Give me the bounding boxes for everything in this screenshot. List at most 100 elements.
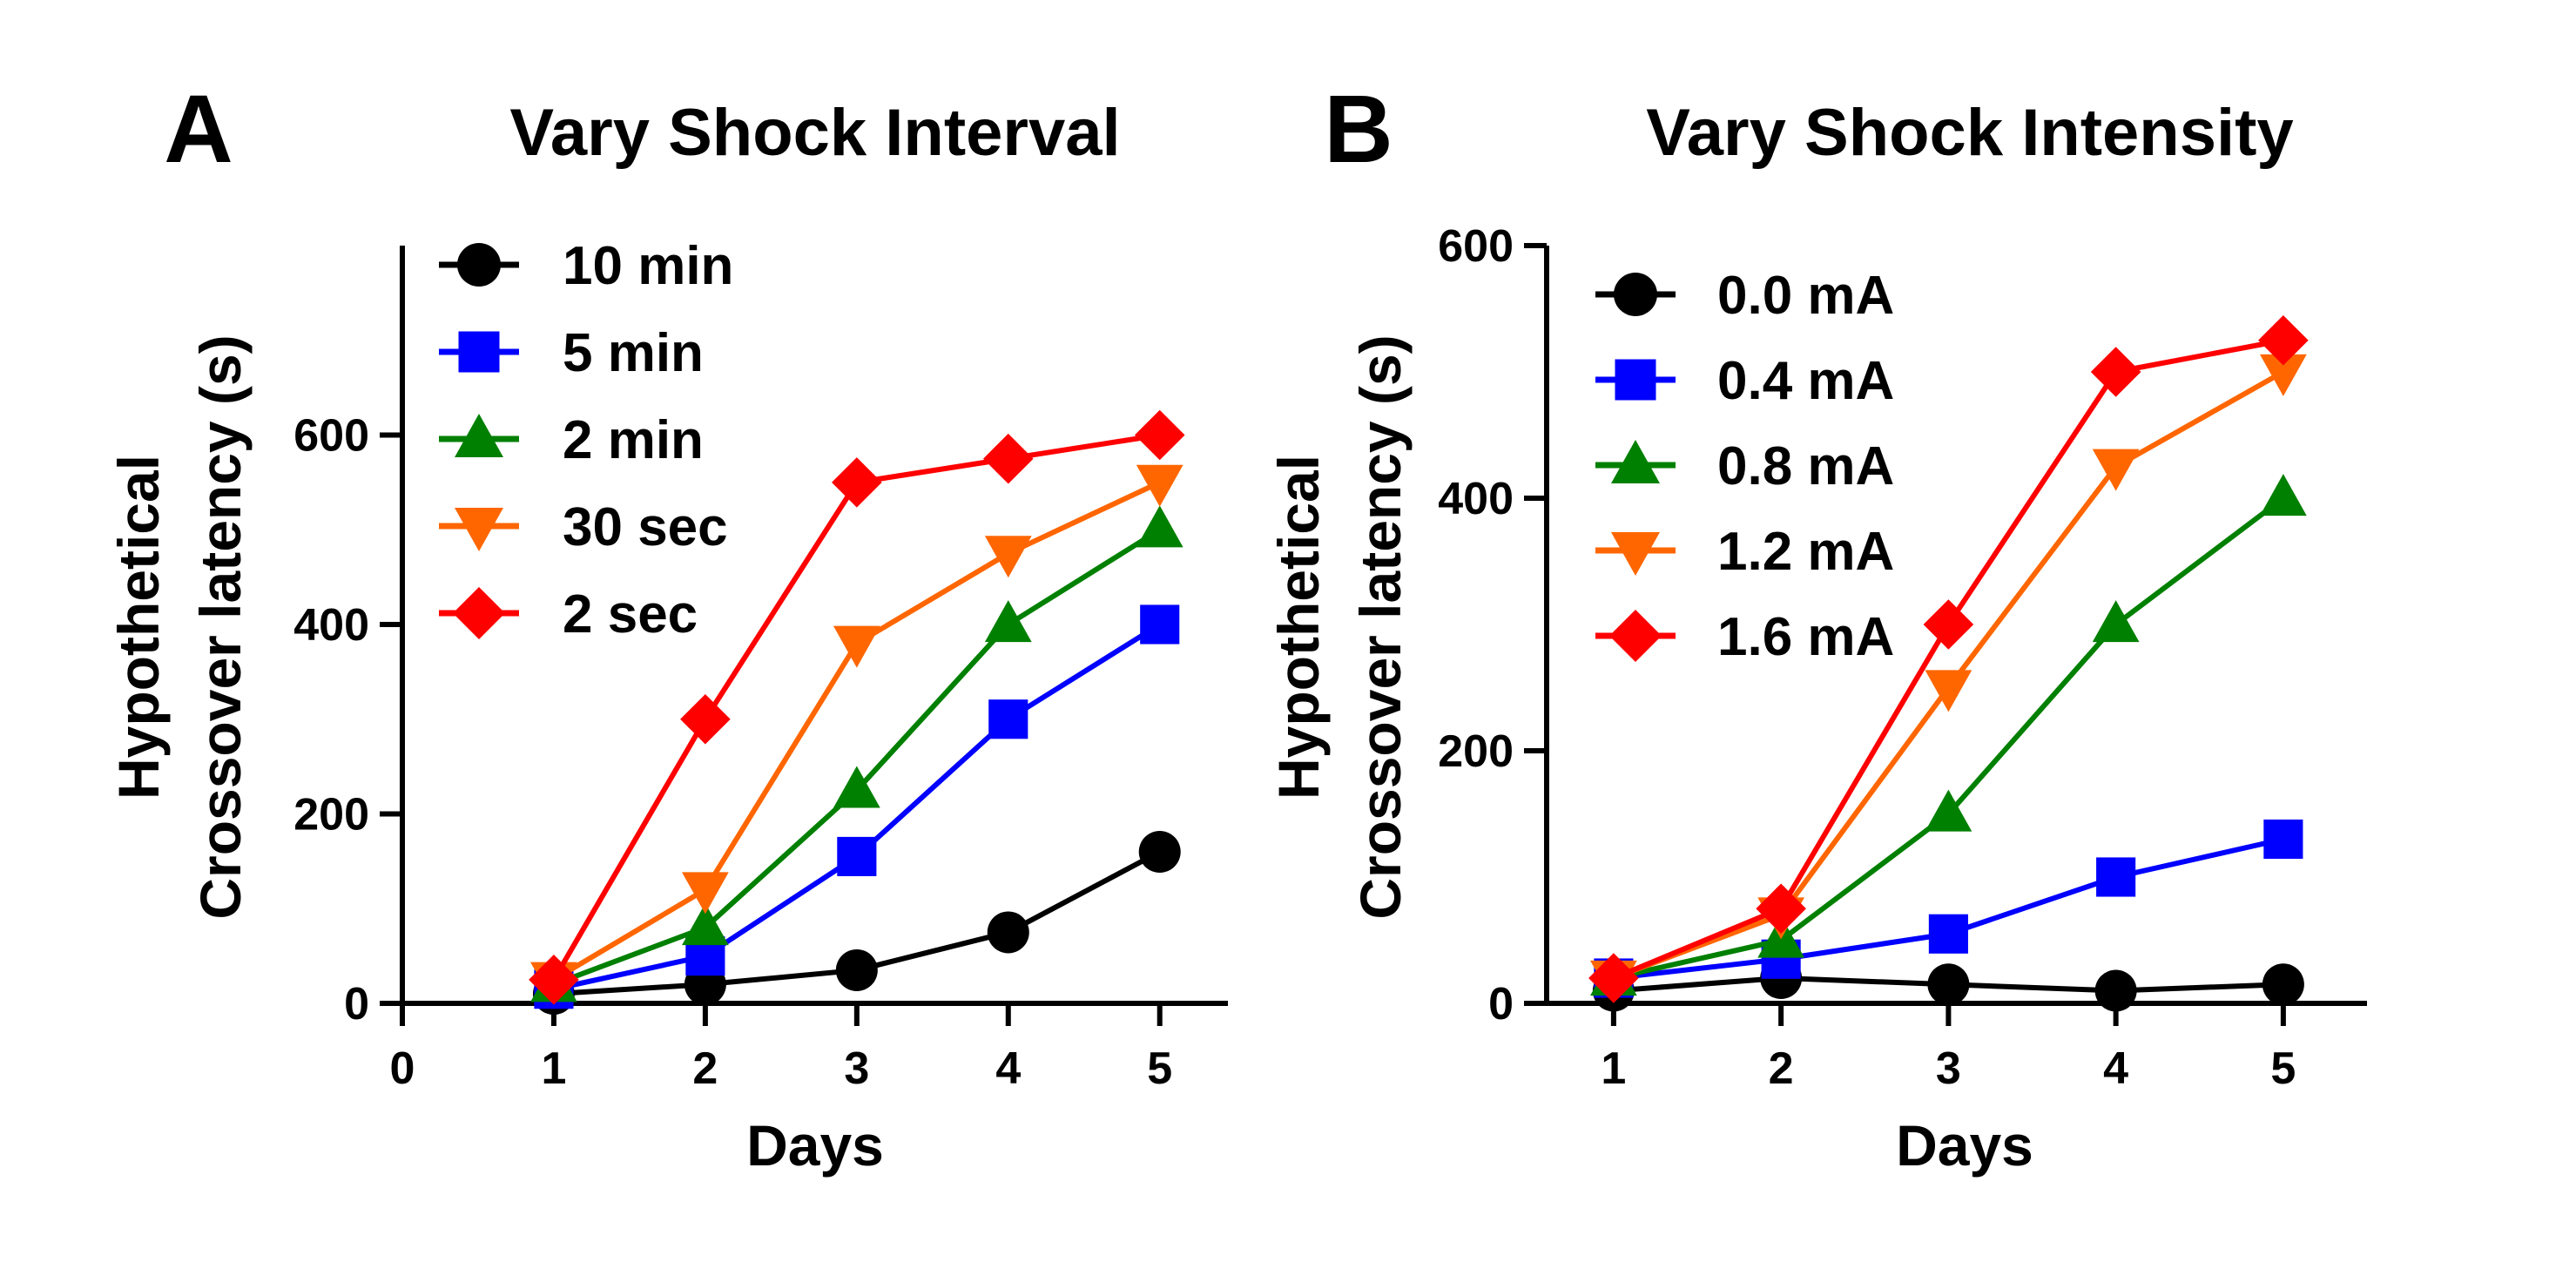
y-tick-label: 0 [344,979,369,1029]
data-point [1134,409,1185,461]
x-axis-label: Days [746,1113,884,1178]
data-point [1925,789,1972,832]
legend-label: 0.4 mA [1717,351,1894,411]
series-line [1613,496,2285,981]
y-axis-label-line-2: Crossover latency (s) [1348,334,1413,919]
panel-b: B Vary Shock Intensity Hypothetical Cros… [1266,76,2367,1178]
series-layer [1588,314,2309,1012]
panel-letter: A [164,76,233,183]
legend-label: 0.0 mA [1717,266,1894,326]
legend-label: 1.2 mA [1717,522,1894,582]
x-tick-label: 2 [1769,1043,1794,1094]
legend-item: 2 sec [439,584,698,645]
data-point [1138,831,1181,873]
y-axis-label-line-2: Crossover latency (s) [188,334,253,919]
x-tick-label: 2 [692,1043,718,1094]
data-point [1925,670,1972,712]
y-tick-label: 400 [293,600,369,651]
x-tick-label: 4 [995,1043,1021,1094]
legend-item: 0.4 mA [1595,351,1894,411]
data-point [2094,969,2137,1012]
x-tick-label: 5 [1147,1043,1172,1094]
y-tick-label: 400 [1438,474,1514,524]
legend-marker [1611,532,1660,576]
legend-label: 0.8 mA [1717,436,1894,496]
series-1-2-ma [1590,354,2307,1002]
data-point [2263,819,2303,860]
data-point [988,699,1028,739]
data-point [1756,883,1806,935]
data-point [1136,464,1183,507]
legend-marker [1615,359,1656,401]
x-axis-label: Days [1896,1113,2033,1178]
legend-label: 2 sec [563,584,698,645]
panel-letter: B [1324,76,1393,183]
x-tick-label: 0 [390,1043,415,1094]
legend-marker [1609,610,1662,662]
y-tick-label: 600 [293,411,369,462]
data-point [982,433,1034,484]
data-point [2090,347,2141,397]
legend-label: 2 min [563,410,704,470]
data-point [833,625,880,668]
data-point [984,536,1032,578]
chart-title: Vary Shock Interval [509,96,1120,170]
data-point [1923,599,1974,650]
y-axis-label-line-1: Hypothetical [106,455,171,800]
x-tick-label: 3 [1936,1043,1961,1094]
data-point [837,836,877,876]
legend: 0.0 mA 0.4 mA 0.8 mA 1.2 mA 1.6 mA [1595,266,1894,667]
data-point [832,457,882,508]
legend-marker [458,331,500,373]
y-axis-label-line-1: Hypothetical [1266,455,1331,800]
data-point [1927,963,1970,1006]
legend-item: 30 sec [439,497,728,557]
series-1-6-ma [1588,314,2309,1003]
y-tick-label: 200 [1438,726,1514,777]
y-tick-label: 0 [1488,979,1514,1029]
data-point [2092,600,2140,643]
chart-title: Vary Shock Intensity [1646,96,2293,170]
data-point [2092,449,2140,491]
data-point [680,693,731,745]
data-point [682,872,729,915]
data-point [1136,505,1183,548]
series-2-sec [529,409,1185,1005]
legend-marker [453,587,505,639]
x-tick-label: 1 [1601,1043,1626,1094]
series-2-min [530,505,1183,1002]
y-tick-label: 200 [293,790,369,840]
data-point [529,955,579,1005]
legend-item: 1.6 mA [1595,607,1894,667]
series-line [1612,337,2284,981]
legend-label: 5 min [563,323,704,383]
legend-marker [455,414,503,457]
legend: 10 min 5 min 2 min 30 sec 2 sec [439,236,733,645]
data-point [1588,953,1639,1003]
x-tick-label: 3 [844,1043,869,1094]
series-5-min [534,604,1180,1009]
x-tick-label: 5 [2270,1043,2296,1094]
data-point [2262,963,2304,1006]
data-point [2096,857,2136,897]
data-point [2259,354,2307,396]
data-point [682,903,729,946]
legend-label: 1.6 mA [1717,607,1894,667]
data-point [2258,314,2309,366]
legend-item: 2 min [439,410,704,470]
legend-item: 0.0 mA [1595,266,1894,326]
legend-label: 30 sec [563,497,728,557]
x-tick-label: 1 [541,1043,566,1094]
legend-marker [1611,440,1660,483]
data-point [984,600,1032,643]
data-point [1928,914,1968,954]
data-point [833,766,880,808]
data-point [987,911,1029,954]
legend-marker [455,508,503,551]
legend-item: 5 min [439,323,704,383]
data-point [2259,474,2307,516]
panel-a: A Vary Shock Interval Hypothetical Cross… [106,76,1228,1178]
legend-marker [457,243,501,287]
